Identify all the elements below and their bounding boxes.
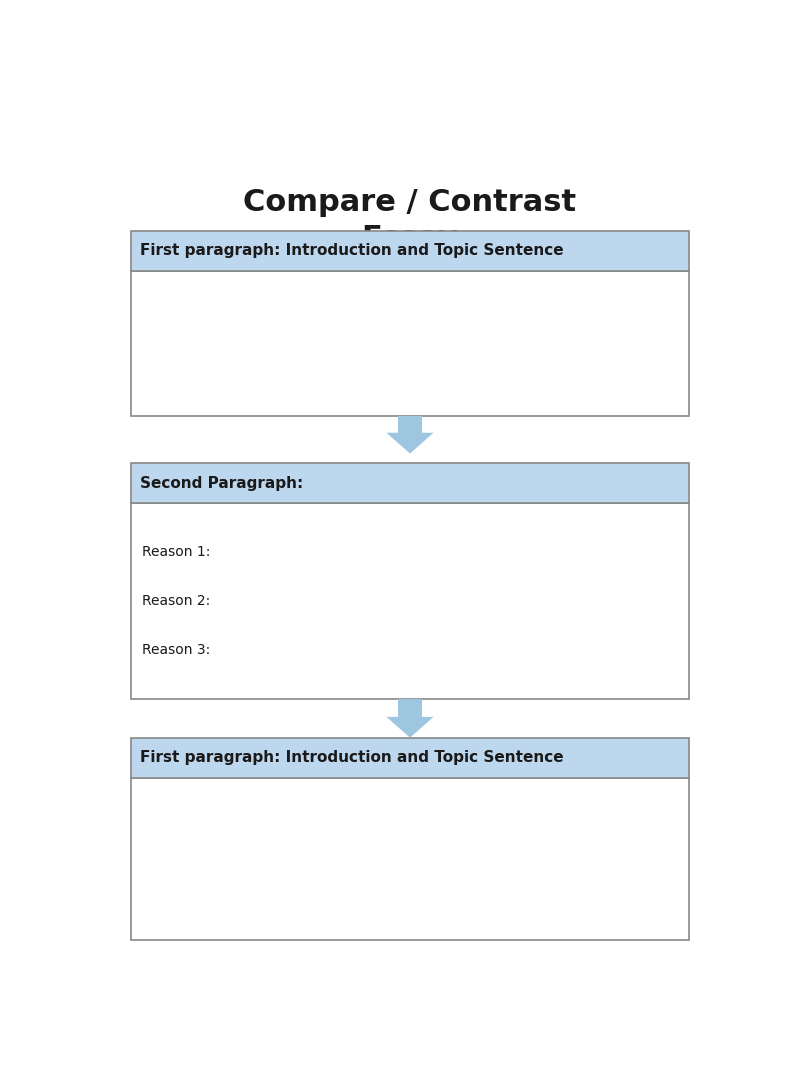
Bar — [131, 464, 689, 503]
Bar — [131, 778, 689, 940]
Bar — [131, 231, 689, 271]
Text: Compare / Contrast
Essay: Compare / Contrast Essay — [243, 188, 577, 252]
Polygon shape — [386, 433, 434, 453]
Text: Reason 2:: Reason 2: — [142, 593, 210, 607]
Polygon shape — [386, 716, 434, 738]
Text: Second Paragraph:: Second Paragraph: — [140, 476, 303, 491]
Bar — [398, 698, 422, 716]
Text: Reason 1:: Reason 1: — [142, 545, 210, 559]
Bar — [131, 271, 689, 416]
Bar — [398, 416, 422, 433]
Bar — [131, 738, 689, 778]
Bar — [131, 503, 689, 698]
Text: First paragraph: Introduction and Topic Sentence: First paragraph: Introduction and Topic … — [140, 243, 564, 258]
Text: First paragraph: Introduction and Topic Sentence: First paragraph: Introduction and Topic … — [140, 750, 564, 765]
Text: Reason 3:: Reason 3: — [142, 643, 210, 657]
